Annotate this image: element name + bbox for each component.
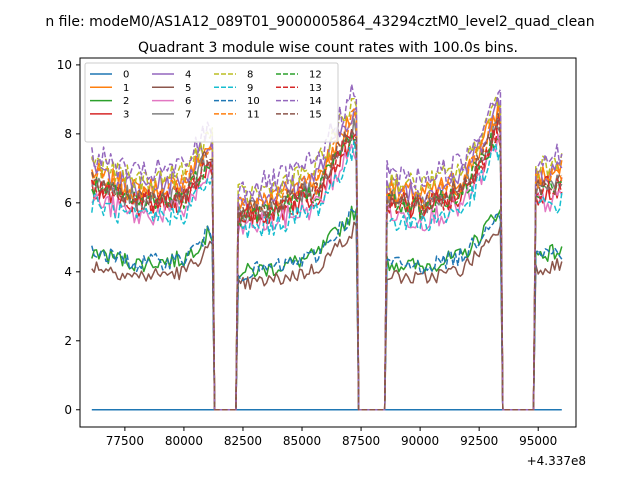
series-line-12	[91, 132, 562, 411]
legend-label-9: 9	[247, 83, 253, 94]
legend-label-13: 13	[309, 83, 322, 94]
legend-label-3: 3	[123, 109, 129, 120]
x-tick-label: 95000	[519, 434, 557, 448]
series-layer	[91, 83, 563, 411]
x-tick-label: 87500	[342, 434, 380, 448]
series-line-15	[91, 112, 563, 411]
y-tick-label: 6	[64, 196, 72, 210]
y-tick-label: 10	[57, 58, 72, 72]
series-line-14	[91, 83, 563, 411]
legend-label-4: 4	[185, 70, 191, 81]
legend-label-0: 0	[123, 70, 129, 81]
series-line-2	[91, 205, 563, 411]
y-tick-label: 2	[64, 334, 72, 348]
legend-label-12: 12	[309, 70, 322, 81]
legend-label-11: 11	[247, 109, 260, 120]
x-tick-label: 82500	[224, 434, 262, 448]
series-line-5	[91, 221, 563, 411]
legend-label-10: 10	[247, 96, 260, 107]
x-tick-label: 90000	[401, 434, 439, 448]
legend-frame	[84, 62, 339, 143]
legend-label-2: 2	[123, 96, 129, 107]
x-tick-label: 85000	[283, 434, 321, 448]
axis-layer: 77500 80000 82500 85000 87500 90000 92500 95000…	[57, 58, 558, 448]
x-tick-label: 80000	[165, 434, 203, 448]
chart-title: Quadrant 3 module wise count rates with …	[138, 40, 518, 56]
plot-area-frame	[79, 57, 577, 428]
y-tick-label: 4	[64, 265, 72, 279]
legend-label-1: 1	[123, 83, 129, 94]
x-tick-label: 77500	[106, 434, 144, 448]
legend-label-14: 14	[309, 96, 322, 107]
series-line-9	[91, 139, 563, 411]
y-tick-label: 8	[64, 127, 72, 141]
legend-label-15: 15	[309, 109, 322, 120]
x-axis-offset-text: +4.337e8	[527, 454, 586, 468]
legend-label-6: 6	[185, 96, 191, 107]
y-tick-label: 0	[64, 403, 72, 417]
series-line-6	[91, 133, 563, 411]
legend-label-7: 7	[185, 109, 191, 120]
x-tick-label: 92500	[460, 434, 498, 448]
series-line-10	[91, 208, 563, 411]
figure-suptitle: n file: modeM0/AS1A12_089T01_9000005864_…	[45, 14, 594, 30]
legend-label-5: 5	[185, 83, 191, 94]
legend-label-8: 8	[247, 70, 253, 81]
